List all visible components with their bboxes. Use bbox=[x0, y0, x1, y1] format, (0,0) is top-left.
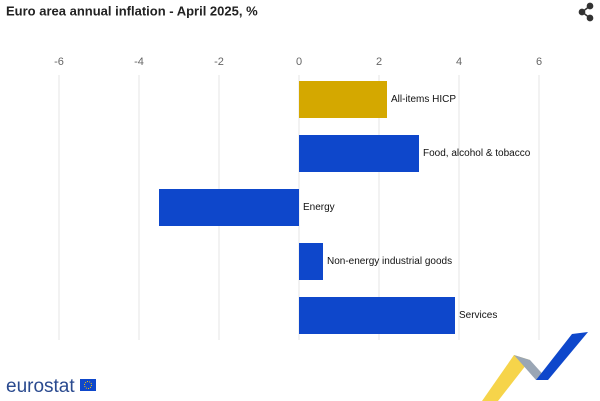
x-tick-label: 4 bbox=[456, 56, 462, 68]
category-label: Food, alcohol & tobacco bbox=[423, 148, 531, 159]
x-tick-label: 2 bbox=[376, 56, 382, 68]
bar bbox=[299, 81, 387, 118]
logo-text: eurostat bbox=[6, 376, 75, 397]
x-tick-label: -6 bbox=[54, 56, 64, 68]
decoration bbox=[482, 332, 588, 401]
bar bbox=[159, 189, 299, 226]
category-label: All-items HICP bbox=[391, 94, 456, 105]
category-label: Services bbox=[459, 310, 497, 321]
x-tick-label: 0 bbox=[296, 56, 302, 68]
eu-flag bbox=[80, 379, 96, 391]
x-tick-label: 6 bbox=[536, 56, 542, 68]
bar bbox=[299, 297, 455, 334]
chart-title: Euro area annual inflation - April 2025,… bbox=[6, 3, 258, 18]
bar bbox=[299, 135, 419, 172]
x-tick-label: -4 bbox=[134, 56, 144, 68]
x-tick-label: -2 bbox=[214, 56, 224, 68]
category-label: Non-energy industrial goods bbox=[327, 256, 452, 267]
category-label: Energy bbox=[303, 202, 335, 213]
bar bbox=[299, 243, 323, 280]
share-icon[interactable] bbox=[578, 2, 594, 22]
